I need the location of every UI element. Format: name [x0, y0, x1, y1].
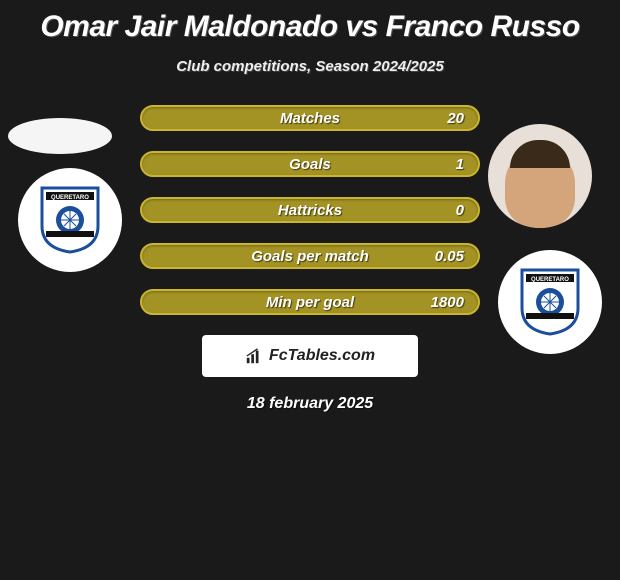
date-text: 18 february 2025: [0, 395, 620, 413]
stat-row: Goals per match 0.05: [0, 243, 620, 269]
page-title: Omar Jair Maldonado vs Franco Russo: [0, 0, 620, 44]
stat-label: Min per goal: [266, 294, 354, 311]
stat-row: Min per goal 1800: [0, 289, 620, 315]
stat-label: Hattricks: [278, 202, 342, 219]
stat-bar: Min per goal 1800: [140, 289, 480, 315]
stat-value-right: 0.05: [435, 248, 464, 265]
stat-label: Goals: [289, 156, 331, 173]
stat-value-right: 20: [447, 110, 464, 127]
branding-text: FcTables.com: [269, 347, 375, 365]
stat-bar: Hattricks 0: [140, 197, 480, 223]
stat-row: Hattricks 0: [0, 197, 620, 223]
chart-icon: [245, 347, 263, 365]
branding-badge[interactable]: FcTables.com: [202, 335, 418, 377]
stats-container: Matches 20 Goals 1 Hattricks 0 Goals per…: [0, 105, 620, 315]
stat-value-right: 1: [456, 156, 464, 173]
stat-label: Matches: [280, 110, 340, 127]
stat-bar: Goals per match 0.05: [140, 243, 480, 269]
page-subtitle: Club competitions, Season 2024/2025: [0, 58, 620, 75]
stat-row: Goals 1: [0, 151, 620, 177]
stat-bar: Matches 20: [140, 105, 480, 131]
stat-value-right: 1800: [431, 294, 464, 311]
stat-label: Goals per match: [251, 248, 369, 265]
stat-bar: Goals 1: [140, 151, 480, 177]
stat-value-right: 0: [456, 202, 464, 219]
stat-row: Matches 20: [0, 105, 620, 131]
